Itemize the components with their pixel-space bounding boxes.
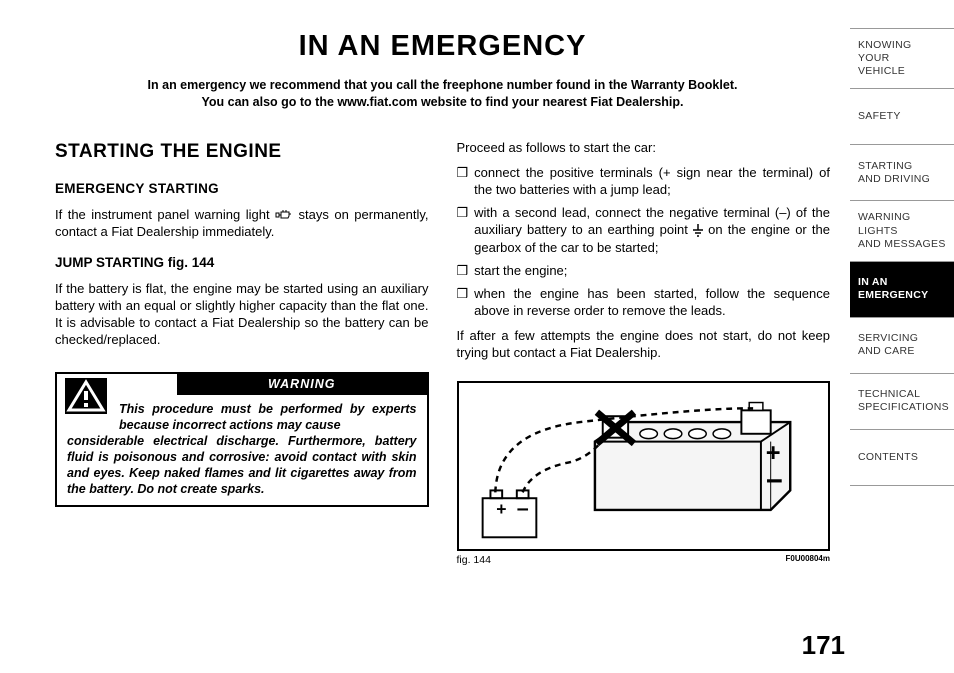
sidebar-item[interactable]: IN ANEMERGENCY — [850, 262, 954, 318]
jump-starting-text: If the battery is flat, the engine may b… — [55, 280, 429, 349]
emergency-starting-text: If the instrument panel warning light st… — [55, 206, 429, 240]
intro-line-2: You can also go to the www.fiat.com webs… — [201, 95, 683, 109]
bullet-text: with a second lead, connect the negative… — [474, 204, 830, 255]
sidebar-item[interactable]: SERVICINGAND CARE — [850, 318, 954, 374]
svg-text:−: − — [765, 465, 782, 498]
injection-failure-icon — [275, 209, 293, 222]
after-attempts-text: If after a few attempts the engine does … — [457, 327, 831, 361]
page-title: IN AN EMERGENCY — [55, 30, 830, 63]
sidebar-item[interactable]: CONTENTS — [850, 430, 954, 486]
list-item: ❒when the engine has been started, follo… — [457, 285, 831, 319]
figure-caption-row: fig. 144 F0U00804m — [457, 554, 831, 568]
emergency-starting-heading: EMERGENCY STARTING — [55, 180, 429, 198]
proceed-text: Proceed as follows to start the car: — [457, 139, 831, 156]
warning-text: This procedure must be performed by expe… — [67, 401, 417, 497]
list-item: ❒connect the positive terminals (+ sign … — [457, 164, 831, 198]
list-item: ❒ start the engine; — [457, 262, 831, 279]
sidebar-item[interactable]: TECHNICALSPECIFICATIONS — [850, 374, 954, 430]
svg-text:+: + — [765, 440, 780, 468]
sidebar-item[interactable]: KNOWINGYOURVEHICLE — [850, 28, 954, 89]
list-item: ❒with a second lead, connect the negativ… — [457, 204, 831, 255]
warning-box: WARNING This procedure must be performed… — [55, 372, 429, 507]
right-column: Proceed as follows to start the car: ❒co… — [457, 139, 831, 569]
svg-text:+: + — [496, 499, 506, 519]
sidebar-item[interactable]: STARTINGAND DRIVING — [850, 145, 954, 201]
left-column: STARTING THE ENGINE EMERGENCY STARTING I… — [55, 139, 429, 569]
bullet-marker: ❒ — [457, 164, 469, 198]
sidebar-nav: KNOWINGYOURVEHICLESAFETYSTARTINGAND DRIV… — [850, 0, 954, 673]
svg-text:–: – — [516, 496, 528, 520]
sidebar-item[interactable]: SAFETY — [850, 89, 954, 145]
bullet-marker: ❒ — [457, 262, 469, 279]
bullet-text: when the engine has been started, follow… — [474, 285, 830, 319]
figure-code: F0U00804m — [786, 554, 830, 568]
bullet-text: connect the positive terminals (+ sign n… — [474, 164, 830, 198]
intro-text: In an emergency we recommend that you ca… — [55, 77, 830, 111]
bullet-marker: ❒ — [457, 285, 469, 319]
warning-header: WARNING — [177, 374, 427, 395]
main-content: IN AN EMERGENCY In an emergency we recom… — [0, 0, 850, 673]
procedure-list: ❒connect the positive terminals (+ sign … — [457, 164, 831, 319]
sidebar-item[interactable]: WARNING LIGHTSAND MESSAGES — [850, 201, 954, 261]
section-heading: STARTING THE ENGINE — [55, 139, 429, 164]
page-number: 171 — [802, 630, 845, 661]
intro-line-1: In an emergency we recommend that you ca… — [148, 78, 738, 92]
battery-diagram: + – — [459, 383, 829, 549]
bullet-marker: ❒ — [457, 204, 469, 255]
figure-caption: fig. 144 — [457, 554, 491, 568]
bullet-text: start the engine; — [474, 262, 567, 279]
ground-icon — [693, 224, 703, 237]
figure-144: + – — [457, 381, 831, 551]
warning-triangle-icon — [65, 378, 107, 414]
jump-starting-heading: JUMP STARTING fig. 144 — [55, 254, 429, 272]
